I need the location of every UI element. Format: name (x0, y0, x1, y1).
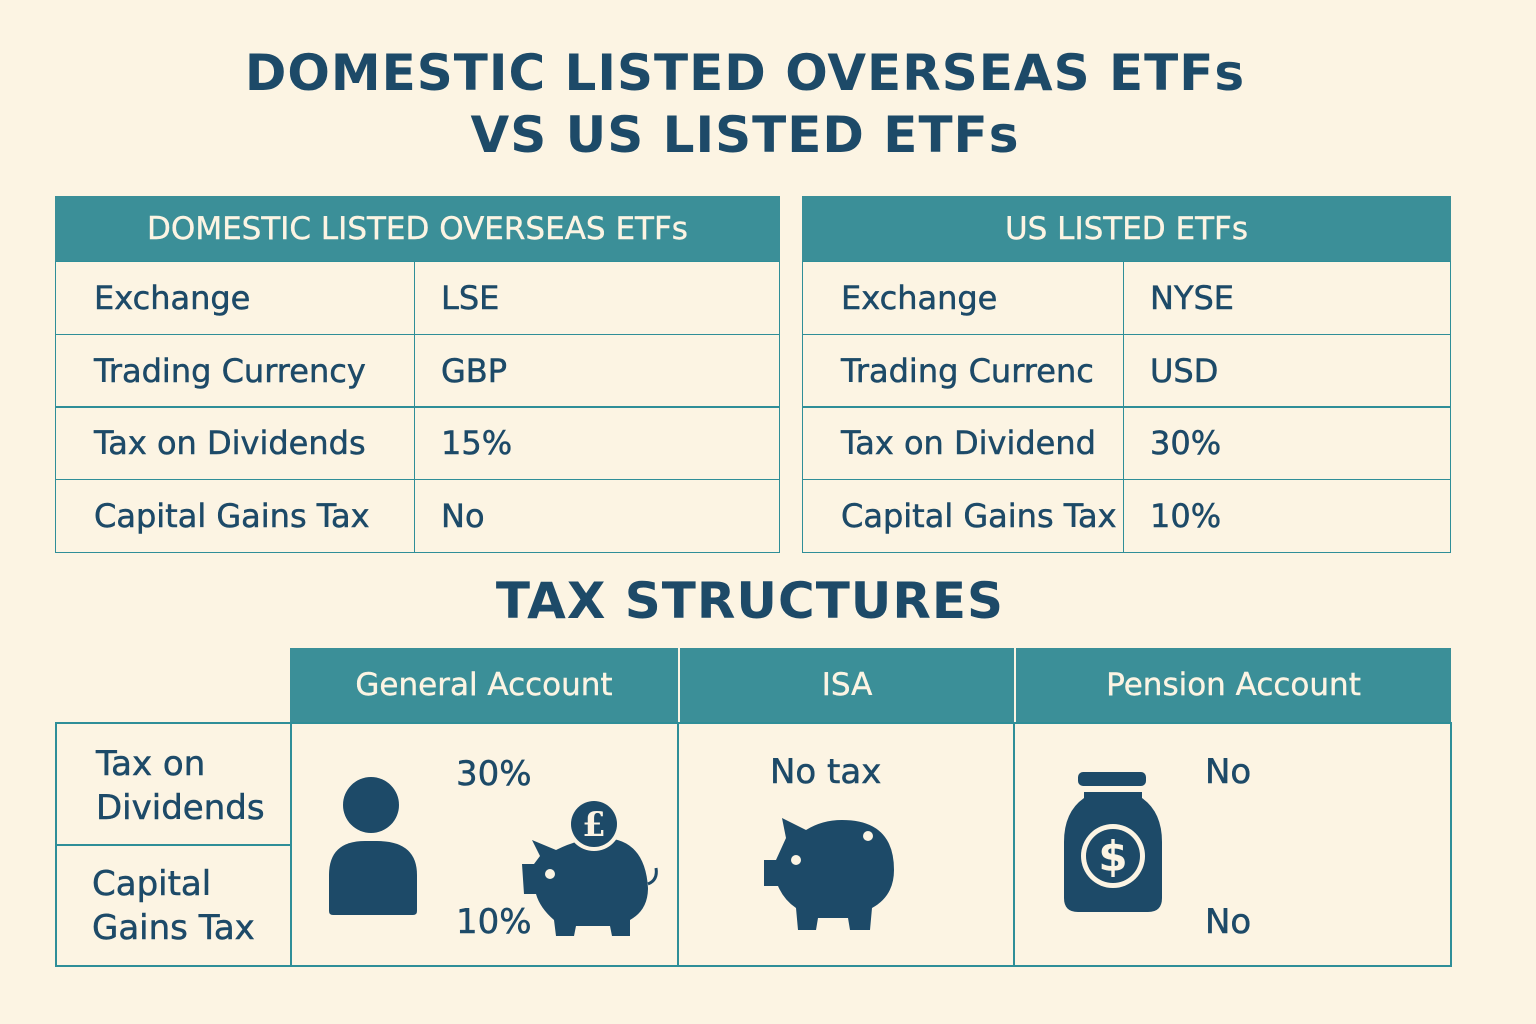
row-value: USD (1123, 333, 1451, 408)
isa-value: No tax (770, 752, 882, 793)
col-divider (1013, 722, 1015, 967)
piggy-bank-pound-icon: £ (522, 798, 658, 936)
row-value: 30% (1123, 406, 1451, 480)
column-isa: ISA (680, 648, 1014, 722)
general-cgt-value: 10% (456, 902, 532, 943)
col-divider (290, 722, 292, 967)
row-label: Exchange (55, 261, 415, 335)
row-label-dividends-2: Dividends (96, 788, 265, 829)
row-value: No (414, 478, 780, 553)
column-pension-account: Pension Account (1016, 648, 1451, 722)
row-label-cgt-1: Capital (92, 864, 212, 905)
row-label-dividends-1: Tax on (96, 744, 206, 785)
general-dividends-value: 30% (456, 754, 532, 795)
piggy-bank-icon (764, 818, 894, 930)
domestic-table-header: DOMESTIC LISTED OVERSEAS ETFs (55, 196, 780, 262)
tax-structures-title: TAX STRUCTURES (495, 572, 1005, 630)
row-value: 15% (414, 406, 780, 480)
row-label: Tax on Dividend (802, 406, 1124, 480)
row-label-cgt-2: Gains Tax (92, 908, 255, 949)
row-label: Tax on Dividends (55, 406, 415, 480)
row-value: 10% (1123, 478, 1451, 553)
us-table-header: US LISTED ETFs (802, 196, 1451, 262)
row-label: Trading Currenc (802, 333, 1124, 408)
page-title-line1: DOMESTIC LISTED OVERSEAS ETFs (244, 44, 1246, 102)
row-value: NYSE (1123, 261, 1451, 335)
col-divider (677, 722, 679, 967)
row-label: Exchange (802, 261, 1124, 335)
row-label: Capital Gains Tax (802, 478, 1124, 553)
page-title-line2: VS US LISTED ETFs (470, 106, 1020, 164)
svg-text:$: $ (1098, 832, 1127, 881)
pension-dividends-value: No (1205, 752, 1252, 793)
svg-text:£: £ (582, 805, 606, 845)
money-bag-dollar-icon: $ (1064, 772, 1162, 912)
column-general-account: General Account (290, 648, 678, 722)
pension-cgt-value: No (1205, 902, 1252, 943)
person-icon (329, 777, 417, 915)
row-label: Capital Gains Tax (55, 478, 415, 553)
row-value: GBP (414, 333, 780, 408)
row-value: LSE (414, 261, 780, 335)
row-label: Trading Currency (55, 333, 415, 408)
